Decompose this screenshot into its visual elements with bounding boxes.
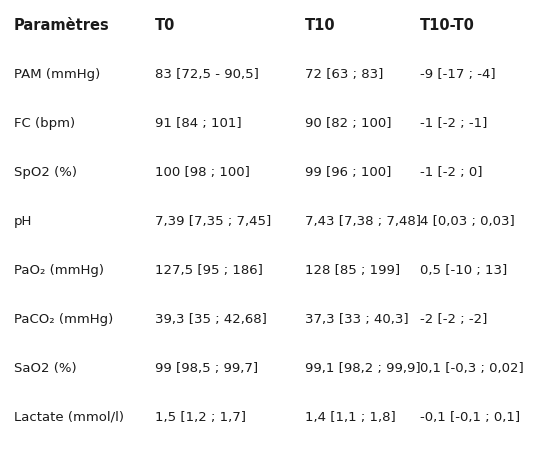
Text: 128 [85 ; 199]: 128 [85 ; 199] <box>305 264 400 277</box>
Text: Paramètres: Paramètres <box>14 18 110 33</box>
Text: 0,1 [-0,3 ; 0,02]: 0,1 [-0,3 ; 0,02] <box>420 362 524 375</box>
Text: -1 [-2 ; 0]: -1 [-2 ; 0] <box>420 166 483 179</box>
Text: 7,43 [7,38 ; 7,48]: 7,43 [7,38 ; 7,48] <box>305 215 421 228</box>
Text: 91 [84 ; 101]: 91 [84 ; 101] <box>155 117 242 130</box>
Text: 1,4 [1,1 ; 1,8]: 1,4 [1,1 ; 1,8] <box>305 411 396 424</box>
Text: 4 [0,03 ; 0,03]: 4 [0,03 ; 0,03] <box>420 215 515 228</box>
Text: FC (bpm): FC (bpm) <box>14 117 75 130</box>
Text: 7,39 [7,35 ; 7,45]: 7,39 [7,35 ; 7,45] <box>155 215 272 228</box>
Text: -0,1 [-0,1 ; 0,1]: -0,1 [-0,1 ; 0,1] <box>420 411 520 424</box>
Text: T0: T0 <box>155 18 175 33</box>
Text: 99,1 [98,2 ; 99,9]: 99,1 [98,2 ; 99,9] <box>305 362 421 375</box>
Text: Lactate (mmol/l): Lactate (mmol/l) <box>14 411 124 424</box>
Text: 100 [98 ; 100]: 100 [98 ; 100] <box>155 166 250 179</box>
Text: 39,3 [35 ; 42,68]: 39,3 [35 ; 42,68] <box>155 313 267 326</box>
Text: PAM (mmHg): PAM (mmHg) <box>14 68 100 81</box>
Text: -1 [-2 ; -1]: -1 [-2 ; -1] <box>420 117 488 130</box>
Text: SpO2 (%): SpO2 (%) <box>14 166 77 179</box>
Text: SaO2 (%): SaO2 (%) <box>14 362 77 375</box>
Text: pH: pH <box>14 215 33 228</box>
Text: T10-T0: T10-T0 <box>420 18 475 33</box>
Text: T10: T10 <box>305 18 336 33</box>
Text: -9 [-17 ; -4]: -9 [-17 ; -4] <box>420 68 496 81</box>
Text: 99 [96 ; 100]: 99 [96 ; 100] <box>305 166 392 179</box>
Text: 72 [63 ; 83]: 72 [63 ; 83] <box>305 68 383 81</box>
Text: 90 [82 ; 100]: 90 [82 ; 100] <box>305 117 392 130</box>
Text: 1,5 [1,2 ; 1,7]: 1,5 [1,2 ; 1,7] <box>155 411 246 424</box>
Text: 99 [98,5 ; 99,7]: 99 [98,5 ; 99,7] <box>155 362 258 375</box>
Text: 83 [72,5 - 90,5]: 83 [72,5 - 90,5] <box>155 68 259 81</box>
Text: -2 [-2 ; -2]: -2 [-2 ; -2] <box>420 313 488 326</box>
Text: 0,5 [-10 ; 13]: 0,5 [-10 ; 13] <box>420 264 507 277</box>
Text: 37,3 [33 ; 40,3]: 37,3 [33 ; 40,3] <box>305 313 409 326</box>
Text: PaO₂ (mmHg): PaO₂ (mmHg) <box>14 264 104 277</box>
Text: 127,5 [95 ; 186]: 127,5 [95 ; 186] <box>155 264 263 277</box>
Text: PaCO₂ (mmHg): PaCO₂ (mmHg) <box>14 313 113 326</box>
